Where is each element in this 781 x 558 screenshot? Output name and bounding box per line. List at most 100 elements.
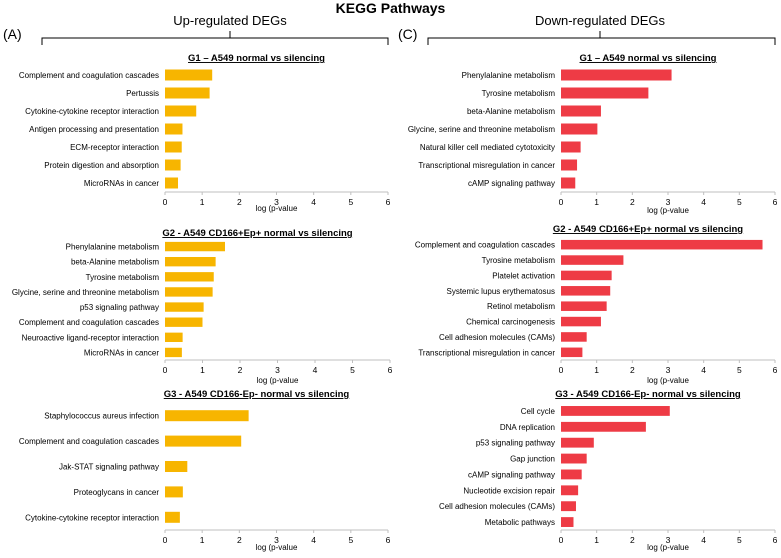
x-tick-label: 6: [773, 535, 778, 545]
x-tick-label: 1: [594, 365, 599, 375]
category-label: Phenylalanine metabolism: [462, 71, 556, 80]
chart-title: G2 - A549 CD166+Ep+ normal vs silencing: [162, 228, 352, 239]
category-label: Complement and coagulation cascades: [19, 318, 159, 327]
x-tick-label: 4: [701, 197, 706, 207]
category-label: Jak-STAT signaling pathway: [59, 463, 159, 472]
category-label: p53 signaling pathway: [80, 303, 159, 312]
x-axis-label: log (p-value: [647, 206, 689, 215]
bar: [561, 437, 594, 448]
x-tick-label: 3: [666, 365, 671, 375]
bar: [561, 421, 646, 432]
category-label: MicroRNAs in cancer: [84, 348, 159, 357]
bar: [165, 302, 204, 312]
bar: [165, 69, 213, 81]
x-tick-label: 5: [737, 197, 742, 207]
x-tick-label: 1: [200, 197, 205, 207]
category-label: Cell adhesion molecules (CAMs): [439, 502, 555, 511]
category-label: Systemic lupus erythematosus: [447, 287, 556, 296]
x-tick-label: 2: [237, 535, 242, 545]
category-label: cAMP signaling pathway: [468, 470, 555, 479]
bar: [165, 141, 182, 153]
category-label: beta-Alanine metabolism: [467, 107, 555, 116]
bar: [165, 347, 182, 358]
category-label: Tyrosine metabolism: [482, 89, 556, 98]
bar: [561, 469, 582, 480]
bar: [165, 332, 183, 343]
category-label: Complement and coagulation cascades: [415, 241, 555, 250]
bar: [165, 159, 181, 171]
bar: [561, 255, 624, 265]
x-tick-label: 2: [630, 535, 635, 545]
category-label: Complement and coagulation cascades: [19, 437, 159, 446]
panel-label-a: (A): [3, 26, 22, 42]
category-label: Glycine, serine and threonine metabolism: [12, 288, 160, 297]
category-label: Metabolic pathways: [485, 518, 555, 527]
category-label: Cytokine-cytokine receptor interaction: [25, 513, 159, 522]
x-axis-label: log (p-value: [256, 543, 298, 552]
bar: [165, 177, 179, 189]
category-label: Cell adhesion molecules (CAMs): [439, 333, 555, 342]
figure-title: KEGG Pathways: [335, 0, 446, 16]
category-label: beta-Alanine metabolism: [71, 258, 159, 267]
up-regulated-heading: Up-regulated DEGs: [173, 13, 287, 28]
panel-label-c: (C): [398, 26, 418, 42]
bar: [165, 256, 216, 267]
category-label: Phenylalanine metabolism: [66, 243, 160, 252]
x-tick-label: 4: [701, 365, 706, 375]
bar: [561, 406, 670, 416]
x-tick-label: 0: [163, 535, 168, 545]
category-label: Transcriptional misregulation in cancer: [418, 161, 555, 170]
category-label: MicroRNAs in cancer: [84, 179, 159, 188]
x-tick-label: 3: [274, 535, 279, 545]
x-tick-label: 5: [348, 535, 353, 545]
category-label: Neuroactive ligand-receptor interaction: [22, 333, 159, 342]
chart-title: G3 - A549 CD166-Ep- normal vs silencing: [164, 389, 350, 400]
category-label: Complement and coagulation cascades: [19, 71, 159, 80]
x-tick-label: 1: [594, 197, 599, 207]
x-tick-label: 6: [773, 365, 778, 375]
x-tick-label: 0: [559, 365, 564, 375]
x-tick-label: 6: [773, 197, 778, 207]
bar: [561, 177, 576, 189]
x-tick-label: 5: [737, 535, 742, 545]
chart-up-g2: G2 - A549 CD166+Ep+ normal vs silencingP…: [12, 228, 393, 385]
bar: [561, 239, 763, 250]
bar: [561, 453, 587, 464]
bar: [561, 141, 581, 153]
x-tick-label: 4: [313, 365, 318, 375]
bar: [561, 301, 607, 311]
x-axis-label: log (p-value: [256, 204, 298, 213]
x-tick-label: 2: [238, 365, 243, 375]
bar: [165, 272, 214, 282]
category-label: Gap junction: [510, 455, 555, 464]
bar: [165, 486, 183, 498]
bar: [561, 270, 612, 281]
x-tick-label: 6: [386, 535, 391, 545]
bar: [561, 316, 601, 327]
bar: [165, 317, 203, 327]
x-tick-label: 0: [559, 197, 564, 207]
x-tick-label: 4: [701, 535, 706, 545]
bar: [561, 123, 598, 135]
bar: [561, 87, 649, 99]
category-label: Transcriptional misregulation in cancer: [418, 348, 555, 357]
x-tick-label: 2: [237, 197, 242, 207]
x-tick-label: 4: [311, 535, 316, 545]
x-tick-label: 3: [666, 197, 671, 207]
bar: [165, 241, 225, 252]
x-tick-label: 5: [348, 197, 353, 207]
bar: [165, 511, 180, 523]
category-label: Cytokine-cytokine receptor interaction: [25, 107, 159, 116]
chart-title: G1 – A549 normal vs silencing: [188, 53, 325, 64]
x-tick-label: 5: [350, 365, 355, 375]
bar: [561, 485, 579, 496]
category-label: Pertussis: [126, 89, 159, 98]
category-label: Antigen processing and presentation: [29, 125, 159, 134]
x-tick-label: 3: [275, 365, 280, 375]
category-label: Protein digestion and absorption: [44, 161, 159, 170]
bar: [561, 347, 583, 358]
bar: [165, 87, 210, 99]
x-tick-label: 1: [200, 535, 205, 545]
x-tick-label: 3: [666, 535, 671, 545]
